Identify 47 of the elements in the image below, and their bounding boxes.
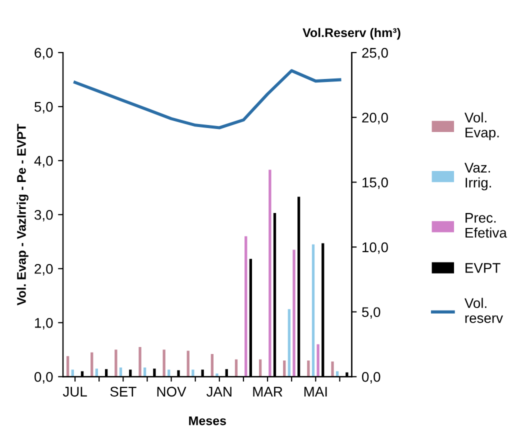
bar — [331, 362, 334, 377]
line-series — [74, 69, 342, 130]
y-axis-title: Vol. Evap - VazIrrig - Pe - EVPT — [16, 124, 28, 306]
bar — [90, 352, 94, 377]
y2-tick-label: 15,0 — [362, 178, 388, 190]
legend-label: Vaz. Irrig. — [464, 162, 491, 190]
legend-label: EVPT — [466, 263, 500, 273]
bar — [162, 350, 166, 377]
bar — [312, 244, 315, 377]
x-tick-label: MAR — [253, 386, 282, 396]
y2-tick-label: 20,0 — [362, 112, 388, 124]
bar — [292, 250, 296, 377]
x-tick-label: JAN — [206, 386, 232, 397]
bar — [268, 170, 272, 377]
y-tick-label: 6,0 — [34, 48, 53, 60]
bar — [258, 359, 262, 377]
bar — [210, 354, 214, 377]
bar — [283, 360, 286, 377]
x-axis-title: Meses — [189, 416, 226, 426]
x-tick-label: NOV — [157, 386, 186, 397]
bar — [192, 370, 194, 377]
y2-tick-label: 5,0 — [362, 307, 380, 319]
bar — [307, 360, 310, 377]
bar — [114, 350, 118, 377]
y-tick-label: 1,0 — [35, 318, 53, 330]
x-tick-label: SET — [110, 386, 136, 397]
y2-axis-title: Vol.Reserv (hm³) — [302, 28, 400, 40]
x-tick-label: JUL — [62, 386, 87, 397]
x-tick-label: MAI — [304, 386, 327, 396]
y2-tick-label: 0,0 — [362, 372, 380, 384]
legend-label: Vol. reserv — [464, 298, 503, 323]
bar — [288, 309, 291, 377]
bar — [244, 236, 248, 377]
y-tick-label: 0,0 — [34, 372, 53, 384]
y-tick-label: 3,0 — [34, 210, 53, 222]
y2-tick-label: 10,0 — [362, 242, 388, 254]
y-tick-label: 5,0 — [34, 102, 53, 114]
bar — [138, 346, 142, 377]
bar — [186, 350, 190, 377]
legend-label: Prec. Efetiva — [466, 213, 507, 238]
bar — [234, 359, 238, 377]
y-tick-label: 4,0 — [34, 156, 53, 168]
bar — [316, 344, 320, 377]
legend-label: Vol. Evap. — [464, 112, 499, 140]
bar — [66, 356, 70, 377]
y2-tick-label: 25,0 — [362, 48, 388, 60]
y-tick-label: 2,0 — [34, 264, 53, 276]
